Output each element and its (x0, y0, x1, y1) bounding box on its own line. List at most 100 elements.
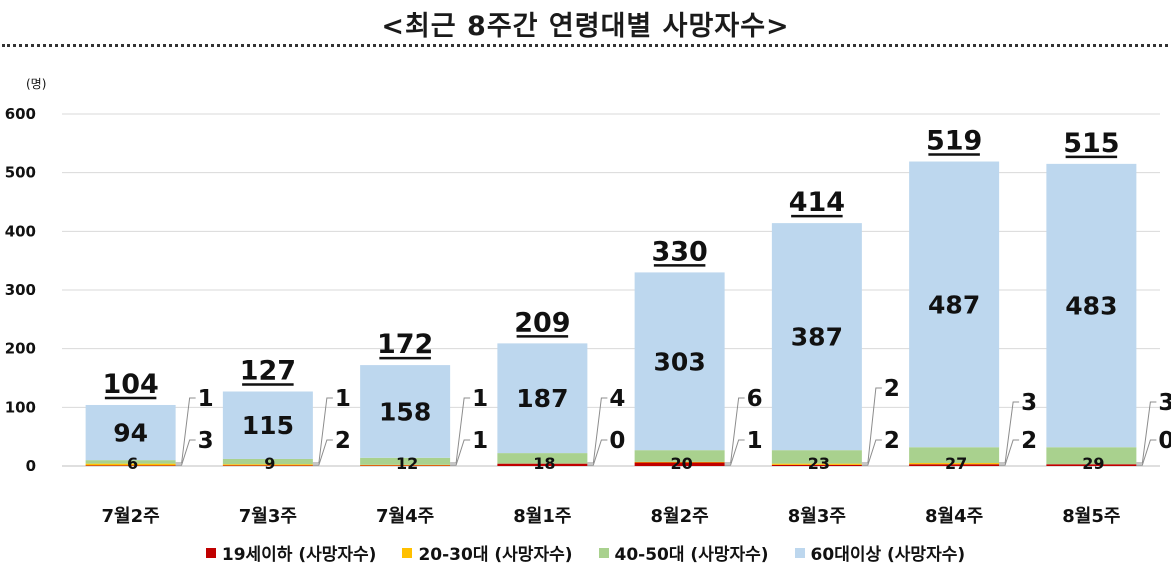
bar-segment-40-50 (85, 460, 176, 464)
data-label-under19: 3 (1021, 390, 1037, 416)
title-underline (2, 44, 1168, 47)
y-tick-label: 500 (5, 164, 36, 182)
callout-leader-under19 (1136, 401, 1157, 464)
data-label-60plus: 483 (1065, 292, 1117, 321)
bar-segment-20-30 (85, 463, 176, 466)
y-tick-label: 100 (5, 398, 36, 416)
bar-segment-under19 (222, 465, 313, 466)
callout-leader-under19 (175, 397, 196, 464)
bar-segment-20-30 (222, 464, 313, 466)
data-label-20-30: 2 (1021, 428, 1037, 454)
legend-swatch-40-50 (598, 547, 609, 558)
data-label-60plus: 187 (516, 384, 568, 413)
legend: 19세이하 (사망자수) 20-30대 (사망자수) 40-50대 (사망자수)… (0, 540, 1171, 565)
data-label-40-50: 18 (533, 454, 555, 473)
callout-leader-under19 (312, 397, 333, 464)
legend-label-60plus: 60대이상 (사망자수) (810, 545, 966, 565)
legend-swatch-60plus (794, 547, 805, 558)
data-label-under19: 1 (198, 386, 214, 412)
x-category-label: 8월4주 (925, 506, 983, 527)
bar-segment-under19 (1046, 464, 1137, 466)
data-label-40-50: 27 (945, 454, 967, 473)
bar-segment-under19 (85, 465, 176, 466)
y-tick-label: 600 (5, 105, 36, 123)
data-label-under19: 1 (335, 386, 351, 412)
callout-leader-under19 (450, 397, 471, 464)
data-label-under19: 4 (609, 386, 625, 412)
callout-leader-20-30 (861, 439, 882, 466)
bar-segment-60plus (634, 272, 725, 451)
bar-total-label: 414 (789, 187, 845, 218)
data-label-40-50: 6 (127, 454, 138, 473)
data-label-20-30: 0 (1158, 428, 1171, 454)
bar-segment-20-30 (360, 464, 451, 466)
data-label-20-30: 2 (335, 428, 351, 454)
y-tick-label: 400 (5, 222, 36, 240)
chart-title: <최근 8주간 연령대별 사망자수> (381, 11, 790, 42)
callout-leader-20-30 (175, 439, 196, 466)
bar-segment-under19 (360, 465, 451, 466)
x-category-label: 7월4주 (376, 506, 434, 527)
data-label-20-30: 0 (609, 428, 625, 454)
x-category-label: 8월1주 (513, 506, 571, 527)
bar-segment-20-30 (771, 463, 862, 465)
bar-segment-40-50 (497, 453, 588, 464)
data-label-40-50: 9 (264, 454, 275, 473)
data-label-40-50: 12 (396, 454, 418, 473)
bar-segment-40-50 (1046, 447, 1137, 465)
legend-item-40-50: 40-50대 (사망자수) (598, 540, 769, 565)
bar-total-label: 209 (514, 307, 570, 338)
callout-leader-20-30 (450, 439, 471, 466)
bar-segment-60plus (222, 391, 313, 459)
data-label-20-30: 2 (884, 428, 900, 454)
bar-total-label: 519 (926, 126, 982, 157)
data-label-60plus: 158 (379, 397, 431, 426)
data-label-60plus: 387 (791, 323, 843, 352)
y-tick-label: 200 (5, 340, 36, 358)
bar-total-label: 330 (651, 236, 707, 267)
callout-leader-under19 (587, 397, 608, 464)
data-label-20-30: 3 (198, 428, 214, 454)
bar-segment-40-50 (634, 450, 725, 462)
legend-item-60plus: 60대이상 (사망자수) (794, 540, 966, 565)
legend-swatch-under19 (205, 547, 216, 558)
callout-leader-under19 (999, 401, 1020, 464)
callout-leader-20-30 (999, 439, 1020, 466)
data-label-60plus: 115 (242, 411, 294, 440)
bar-segment-40-50 (360, 457, 451, 465)
data-label-60plus: 94 (113, 419, 148, 448)
bar-total-label: 172 (377, 329, 433, 360)
bar-total-label: 515 (1063, 128, 1119, 159)
bar-segment-60plus (497, 343, 588, 454)
callout-leader-under19 (861, 387, 882, 464)
legend-label-under19: 19세이하 (사망자수) (221, 545, 377, 565)
bar-segment-20-30 (634, 461, 725, 463)
data-label-20-30: 1 (472, 428, 488, 454)
bar-total-label: 127 (240, 355, 296, 386)
bar-segment-40-50 (771, 450, 862, 464)
x-category-label: 8월3주 (788, 506, 846, 527)
y-tick-label: 300 (5, 281, 36, 299)
data-label-60plus: 303 (654, 347, 706, 376)
legend-item-20-30: 20-30대 (사망자수) (402, 540, 573, 565)
data-label-under19: 2 (884, 376, 900, 402)
data-label-60plus: 487 (928, 290, 980, 319)
x-category-label: 8월2주 (651, 506, 709, 527)
x-category-label: 7월3주 (239, 506, 297, 527)
callout-leader-20-30 (312, 439, 333, 466)
bar-segment-60plus (771, 223, 862, 451)
bar-segment-60plus (909, 161, 1000, 448)
data-label-under19: 1 (472, 386, 488, 412)
data-label-40-50: 29 (1082, 454, 1104, 473)
callout-leader-20-30 (587, 439, 608, 466)
stacked-bar-chart: (명)01002003004005006007월2주104946137월3주12… (5, 77, 1171, 527)
data-label-20-30: 1 (747, 428, 763, 454)
callout-leader-20-30 (1136, 439, 1157, 466)
x-category-label: 7월2주 (102, 506, 160, 527)
bar-segment-20-30 (909, 463, 1000, 465)
legend-label-20-30: 20-30대 (사망자수) (418, 545, 573, 565)
bar-segment-40-50 (222, 458, 313, 465)
callout-leader-under19 (724, 397, 745, 464)
legend-label-40-50: 40-50대 (사망자수) (614, 545, 769, 565)
y-tick-label: 0 (26, 457, 36, 475)
